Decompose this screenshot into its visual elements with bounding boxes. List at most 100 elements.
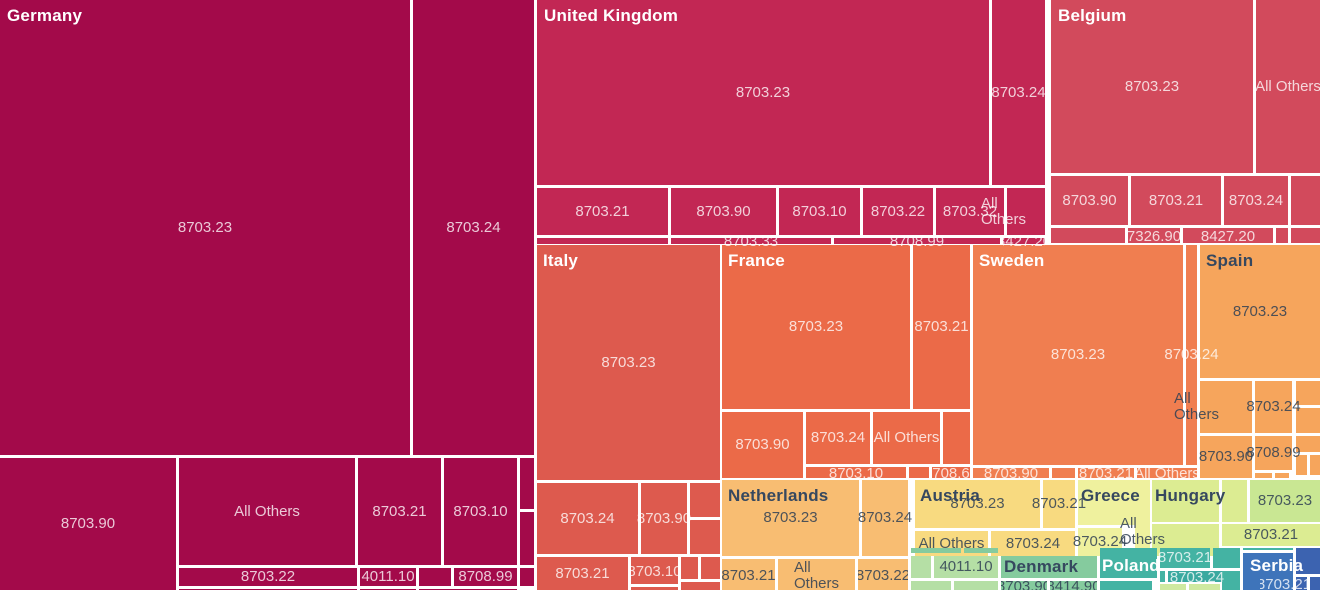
- treemap-cell[interactable]: [964, 548, 998, 553]
- treemap-cell[interactable]: [0, 0, 410, 455]
- treemap-cell[interactable]: [1152, 480, 1219, 522]
- treemap-cell[interactable]: [932, 467, 970, 478]
- treemap-cell[interactable]: [973, 245, 1183, 465]
- treemap-cell[interactable]: [779, 188, 860, 235]
- treemap-cell[interactable]: [1160, 548, 1210, 568]
- treemap-cell[interactable]: [1200, 436, 1252, 478]
- treemap-cell[interactable]: [1276, 228, 1288, 243]
- treemap-cell[interactable]: [1160, 571, 1165, 582]
- treemap-cell[interactable]: [911, 548, 961, 553]
- treemap-cell[interactable]: [1131, 176, 1221, 225]
- treemap-cell[interactable]: [1291, 176, 1320, 225]
- treemap-cell[interactable]: [1051, 0, 1253, 173]
- treemap-cell[interactable]: [909, 467, 929, 478]
- treemap-cell[interactable]: [1168, 571, 1226, 582]
- treemap-cell[interactable]: [722, 245, 910, 409]
- treemap-cell[interactable]: [681, 557, 698, 579]
- treemap-cell[interactable]: [537, 238, 668, 244]
- treemap-cell[interactable]: [1275, 473, 1289, 478]
- treemap-cell[interactable]: [722, 559, 775, 590]
- treemap-cell[interactable]: [1255, 436, 1292, 470]
- treemap-cell[interactable]: [1310, 455, 1320, 475]
- treemap-cell[interactable]: [179, 458, 355, 565]
- treemap-cell[interactable]: [1003, 238, 1045, 244]
- treemap-cell[interactable]: [631, 557, 678, 584]
- treemap-cell[interactable]: [1222, 524, 1320, 546]
- treemap-cell[interactable]: [520, 512, 534, 565]
- treemap-cell[interactable]: [1125, 480, 1150, 505]
- treemap-cell[interactable]: [722, 480, 859, 556]
- treemap-cell[interactable]: [681, 582, 720, 590]
- treemap-cell[interactable]: [915, 480, 1040, 528]
- treemap-cell[interactable]: [520, 568, 534, 586]
- treemap-cell[interactable]: [413, 0, 534, 455]
- treemap-cell[interactable]: [1255, 381, 1292, 433]
- treemap-cell[interactable]: [1050, 581, 1097, 590]
- treemap-cell[interactable]: [0, 458, 176, 590]
- treemap-cell[interactable]: [1310, 577, 1320, 590]
- treemap-cell[interactable]: [1222, 571, 1240, 590]
- treemap-cell[interactable]: [641, 483, 687, 554]
- treemap-cell[interactable]: [778, 559, 855, 590]
- treemap-cell[interactable]: [1100, 548, 1157, 578]
- treemap-cell[interactable]: [1243, 548, 1293, 550]
- treemap-cell[interactable]: [1007, 188, 1045, 235]
- treemap-cell[interactable]: [1296, 436, 1320, 452]
- treemap-cell[interactable]: [690, 520, 720, 554]
- treemap-cell[interactable]: [1001, 581, 1047, 590]
- treemap-cell[interactable]: [806, 412, 870, 464]
- treemap-cell[interactable]: [913, 245, 970, 409]
- treemap-cell[interactable]: [1296, 548, 1320, 574]
- treemap-cell[interactable]: [631, 587, 678, 590]
- treemap-cell[interactable]: [1052, 468, 1075, 478]
- treemap-cell[interactable]: [1291, 228, 1320, 243]
- treemap-cell[interactable]: [1001, 556, 1097, 578]
- treemap-cell[interactable]: [537, 557, 628, 590]
- treemap-cell[interactable]: [1200, 381, 1252, 433]
- treemap-cell[interactable]: [862, 480, 908, 556]
- treemap-cell[interactable]: [834, 238, 1000, 244]
- treemap-cell[interactable]: [1222, 551, 1240, 568]
- treemap-cell[interactable]: [1186, 245, 1197, 465]
- treemap-cell[interactable]: [1256, 0, 1320, 173]
- treemap-cell[interactable]: [701, 557, 720, 579]
- treemap-cell[interactable]: [873, 412, 940, 464]
- treemap-cell[interactable]: [1051, 176, 1128, 225]
- treemap-cell[interactable]: [1200, 245, 1320, 378]
- treemap-cell[interactable]: [911, 556, 931, 578]
- treemap-cell[interactable]: [360, 568, 416, 586]
- treemap-cell[interactable]: [537, 0, 989, 185]
- treemap-cell[interactable]: [537, 245, 720, 480]
- treemap-cell[interactable]: [1224, 176, 1288, 225]
- treemap-cell[interactable]: [1135, 508, 1150, 556]
- treemap-cell[interactable]: [1183, 228, 1273, 243]
- treemap-cell[interactable]: [537, 188, 668, 235]
- treemap-cell[interactable]: [671, 238, 831, 244]
- treemap-cell[interactable]: [1296, 455, 1307, 475]
- treemap-cell[interactable]: [419, 568, 451, 586]
- treemap-cell[interactable]: [1255, 473, 1272, 478]
- treemap-cell[interactable]: [934, 556, 998, 578]
- treemap-cell[interactable]: [911, 581, 951, 590]
- treemap-cell[interactable]: [520, 458, 534, 509]
- treemap-cell[interactable]: [863, 188, 933, 235]
- treemap-cell[interactable]: [858, 559, 908, 590]
- treemap-cell[interactable]: [1051, 228, 1125, 243]
- treemap-cell[interactable]: [991, 531, 1075, 556]
- treemap-cell[interactable]: [973, 468, 1049, 478]
- treemap-cell[interactable]: [671, 188, 776, 235]
- treemap-cell[interactable]: [1043, 480, 1075, 528]
- treemap-cell[interactable]: [992, 0, 1045, 185]
- treemap-cell[interactable]: [690, 483, 720, 517]
- treemap-cell[interactable]: [454, 568, 517, 586]
- treemap-cell[interactable]: [1189, 584, 1220, 590]
- treemap-cell[interactable]: [1296, 381, 1320, 405]
- treemap-cell[interactable]: [943, 412, 970, 464]
- treemap-cell[interactable]: [1296, 408, 1320, 433]
- treemap-cell[interactable]: [1078, 468, 1134, 478]
- treemap-cell[interactable]: [1296, 577, 1307, 590]
- treemap-cell[interactable]: [936, 188, 1004, 235]
- treemap-cell[interactable]: [1250, 480, 1320, 522]
- treemap-cell[interactable]: [954, 581, 998, 590]
- treemap-cell[interactable]: [1128, 228, 1180, 243]
